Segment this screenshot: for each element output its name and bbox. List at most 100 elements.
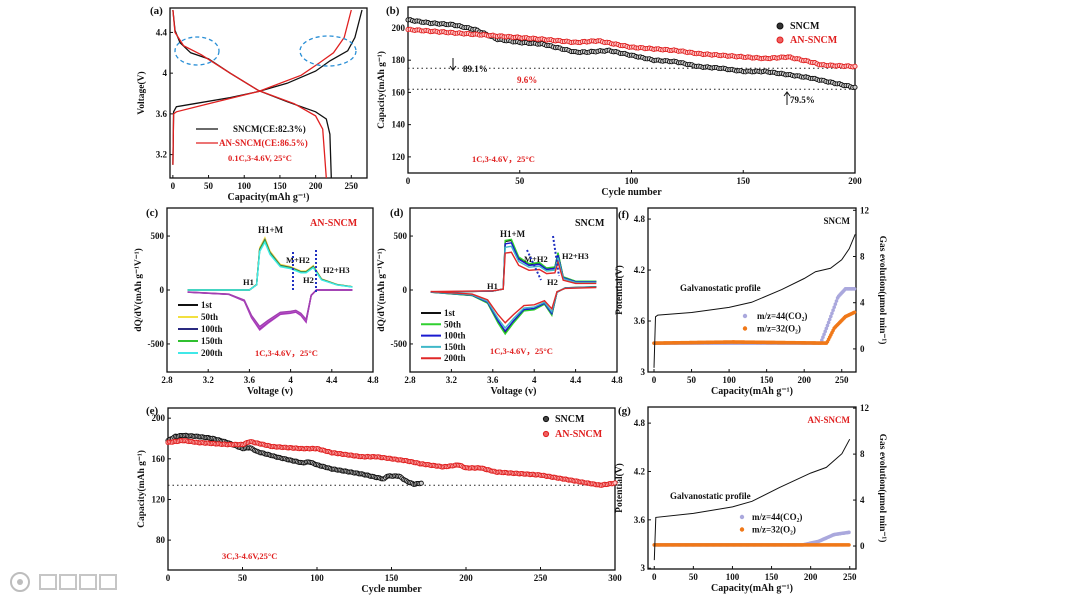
data-point bbox=[418, 480, 424, 486]
series-line bbox=[172, 9, 352, 165]
x-tick-label: 0 bbox=[166, 573, 171, 583]
panel-label: (b) bbox=[386, 5, 400, 17]
peak-label: H2 bbox=[303, 275, 314, 285]
legend-label: 100th bbox=[201, 324, 223, 334]
legend-marker bbox=[542, 430, 550, 438]
y-axis-label: Potential(V) bbox=[614, 463, 625, 513]
x-tick-label: 200 bbox=[848, 176, 862, 186]
gas-data-point bbox=[823, 329, 828, 334]
x-tick-label: 50 bbox=[238, 573, 248, 583]
y-tick-label: -500 bbox=[391, 339, 408, 349]
condition-label: 0.1C,3-4.6V, 25°C bbox=[228, 153, 292, 163]
x-tick-label: 3.2 bbox=[203, 375, 215, 385]
phase-marker-line bbox=[526, 249, 542, 281]
condition-label: 1C,3-4.6V，25°C bbox=[255, 348, 318, 358]
gas-data-point bbox=[820, 338, 824, 342]
y-tick-label: 4.2 bbox=[634, 265, 646, 275]
x-tick-label: 150 bbox=[385, 573, 399, 583]
galvanostatic-curve bbox=[653, 438, 851, 561]
legend-label: 150th bbox=[201, 336, 223, 346]
profile-label: Galvanostatic profile bbox=[670, 491, 751, 501]
gas-data-point bbox=[822, 332, 826, 337]
y2-tick-label: 4 bbox=[860, 298, 865, 308]
peak-label: H2 bbox=[547, 277, 558, 287]
peak-label: H1+M bbox=[258, 225, 284, 235]
legend-marker bbox=[739, 527, 745, 532]
x-tick-label: 0 bbox=[406, 176, 411, 186]
x-tick-label: 0 bbox=[652, 572, 657, 582]
x-tick-label: 100 bbox=[237, 181, 251, 191]
series-line bbox=[172, 9, 327, 179]
y-tick-label: 4.4 bbox=[156, 27, 168, 37]
x-tick-label: 200 bbox=[797, 375, 811, 385]
retention-label: 79.5% bbox=[790, 95, 815, 105]
y-tick-label: 200 bbox=[152, 413, 166, 423]
charge-curve bbox=[187, 240, 353, 291]
y-tick-label: 500 bbox=[151, 231, 165, 241]
peak-label: M+H2 bbox=[524, 254, 548, 264]
legend-label: m/z=44(CO₂) bbox=[752, 512, 802, 522]
watermark-text-graphic bbox=[39, 574, 117, 590]
y-tick-label: 0 bbox=[403, 285, 408, 295]
highlight-ellipse bbox=[299, 35, 357, 67]
gas-data-point bbox=[831, 308, 835, 313]
condition-label: 1C,3-4.6V，25°C bbox=[490, 346, 553, 356]
gas-data-point bbox=[829, 314, 833, 319]
legend-label: 50th bbox=[444, 319, 461, 329]
legend-label: 1st bbox=[201, 300, 212, 310]
y2-axis-label: Gas evolution(μmol min⁻¹) bbox=[877, 434, 888, 543]
panel-title: AN-SNCM bbox=[310, 218, 358, 229]
gas-data-point bbox=[825, 323, 830, 328]
x-tick-label: 100 bbox=[310, 573, 324, 583]
y-axis-label: Potential(V) bbox=[614, 265, 625, 315]
y-tick-label: 180 bbox=[392, 55, 406, 65]
x-tick-label: 50 bbox=[687, 375, 697, 385]
x-axis-label: Capacity(mAh g⁻¹) bbox=[711, 386, 793, 397]
y-axis-label: Voltage(V) bbox=[136, 71, 147, 114]
x-axis-label: Voltage (v) bbox=[490, 386, 536, 397]
y2-tick-label: 12 bbox=[860, 205, 870, 215]
legend-label: SNCM bbox=[790, 21, 820, 32]
x-tick-label: 2.8 bbox=[404, 375, 416, 385]
y2-tick-label: 8 bbox=[860, 252, 865, 262]
legend-label: SNCM(CE:82.3%) bbox=[233, 124, 306, 134]
legend-label: 100th bbox=[444, 331, 466, 341]
x-tick-label: 3.2 bbox=[446, 375, 458, 385]
y-tick-label: 3.6 bbox=[634, 316, 646, 326]
y-tick-label: 160 bbox=[392, 87, 406, 97]
condition-label: 1C,3-4.6V，25°C bbox=[472, 154, 535, 164]
retention-diff-label: 9.6% bbox=[517, 75, 537, 85]
legend-label: 150th bbox=[444, 342, 466, 352]
legend-label: AN-SNCM bbox=[790, 35, 838, 46]
x-tick-label: 150 bbox=[765, 572, 779, 582]
arrow-down-icon bbox=[449, 58, 457, 71]
y-tick-label: 4.8 bbox=[634, 214, 646, 224]
y-axis-label: dQ/dV(mAh g⁻¹V⁻¹) bbox=[133, 248, 144, 332]
x-tick-label: 100 bbox=[625, 176, 639, 186]
gas-data-point bbox=[852, 310, 857, 315]
x-axis-label: Voltage (v) bbox=[247, 386, 293, 397]
peak-label: M+H2 bbox=[286, 255, 310, 265]
y-tick-label: 3 bbox=[641, 563, 646, 573]
panel-title: AN-SNCM bbox=[808, 415, 851, 425]
x-tick-label: 3.6 bbox=[244, 375, 256, 385]
peak-label: H1 bbox=[487, 281, 498, 291]
y-tick-label: 140 bbox=[392, 120, 406, 130]
x-axis-label: Cycle number bbox=[601, 187, 662, 198]
x-tick-label: 50 bbox=[689, 572, 699, 582]
x-tick-label: 0 bbox=[652, 375, 657, 385]
legend-marker bbox=[776, 22, 784, 30]
discharge-curve bbox=[187, 289, 353, 330]
y-tick-label: -500 bbox=[148, 339, 165, 349]
legend-marker bbox=[776, 36, 784, 44]
panel-label: (c) bbox=[146, 207, 159, 219]
legend-marker bbox=[742, 326, 748, 331]
y-tick-label: 0 bbox=[160, 285, 165, 295]
x-tick-label: 250 bbox=[843, 572, 857, 582]
gas-data-point bbox=[852, 287, 857, 291]
panel-title: SNCM bbox=[575, 218, 605, 229]
gas-data-point bbox=[826, 320, 831, 325]
y-tick-label: 4 bbox=[163, 68, 168, 78]
panel-title: SNCM bbox=[824, 216, 851, 226]
panel-label: (e) bbox=[146, 405, 159, 417]
